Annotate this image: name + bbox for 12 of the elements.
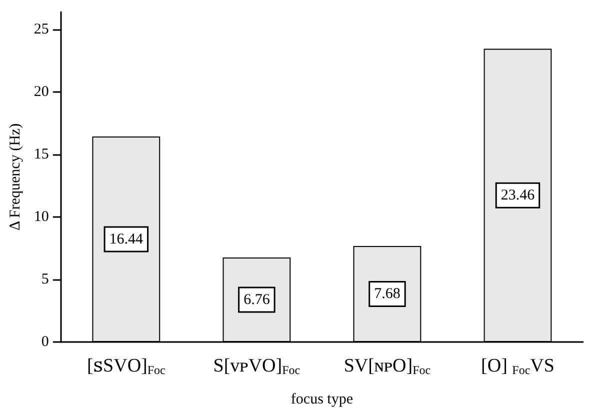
y-tick-label: 0 <box>41 334 49 350</box>
data-label: 6.76 <box>244 292 270 308</box>
data-label: 23.46 <box>500 187 536 204</box>
data-label: 16.44 <box>109 231 144 248</box>
y-tick-label: 10 <box>34 209 49 225</box>
y-tick-label: 20 <box>34 84 49 100</box>
y-tick-label: 15 <box>34 146 49 162</box>
x-axis-title: focus type <box>290 392 354 408</box>
data-label: 7.68 <box>374 286 400 302</box>
y-tick-label: 25 <box>34 22 49 38</box>
y-tick-label: 5 <box>41 272 49 288</box>
y-axis-title: Δ Frequency (Hz) <box>8 123 24 231</box>
